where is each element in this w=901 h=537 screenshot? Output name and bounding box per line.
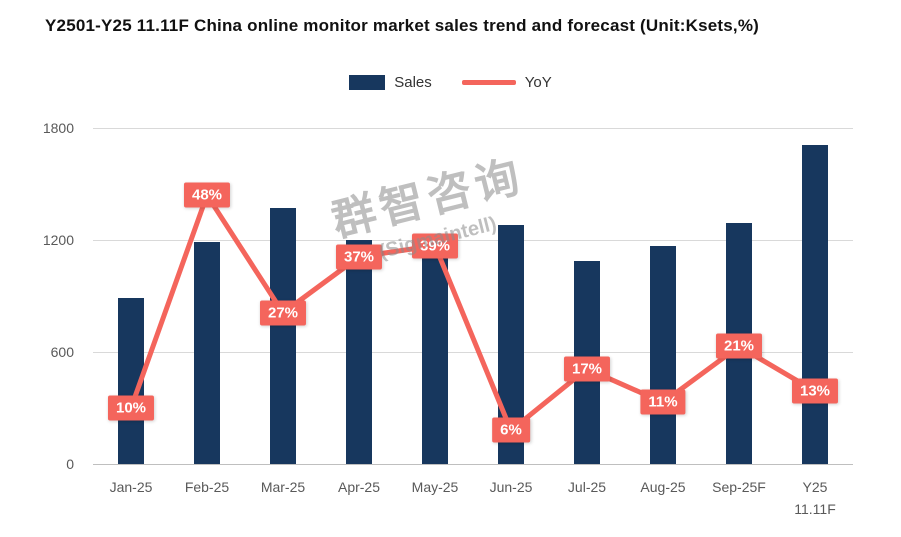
x-tick-label: Feb-25 <box>184 479 230 495</box>
sales-legend-label: Sales <box>394 74 432 91</box>
sales-bar <box>346 240 372 464</box>
sales-bar <box>194 241 220 464</box>
sales-legend-swatch <box>349 75 386 90</box>
sales-bar <box>802 144 828 464</box>
yoy-data-label: 13% <box>791 378 839 404</box>
x-tick-label: Jun-25 <box>489 479 533 495</box>
y-tick-label: 600 <box>50 344 74 360</box>
y-axis: 0 600 1200 1800 <box>24 120 84 472</box>
sales-bar <box>270 208 296 464</box>
legend: Sales YoY <box>0 74 901 91</box>
x-tick-label: Mar-25 <box>260 479 306 495</box>
yoy-legend-swatch <box>461 80 516 85</box>
yoy-data-label: 17% <box>563 356 611 382</box>
y-tick-label: 0 <box>66 456 74 472</box>
sales-bar <box>422 236 448 464</box>
yoy-data-label: 11% <box>640 389 686 415</box>
yoy-data-label: 6% <box>492 417 530 443</box>
gridline-600 <box>93 352 853 353</box>
x-tick-label: Aug-25 <box>640 479 686 495</box>
plot-area: 10% 48% 27% 37% 39% 6% 17% 11% 21% 13% Jan-25 Feb-2… <box>93 128 853 517</box>
x-axis-line <box>93 464 853 465</box>
yoy-polyline <box>128 192 818 433</box>
x-tick-label: Sep-25F <box>712 479 766 495</box>
gridline-1800 <box>93 128 853 129</box>
yoy-data-label: 21% <box>715 333 763 359</box>
y-tick-label: 1800 <box>42 120 74 136</box>
x-tick-label: Apr-25 <box>337 479 381 495</box>
x-tick-label: Jan-25 <box>109 479 153 495</box>
legend-item-yoy: YoY <box>461 74 552 91</box>
yoy-data-label: 37% <box>335 244 383 270</box>
yoy-data-label: 10% <box>107 395 155 421</box>
sales-bar <box>650 245 676 464</box>
yoy-data-label: 39% <box>411 233 459 259</box>
x-tick-label: Jul-25 <box>567 479 607 495</box>
x-tick-label: May-25 <box>411 479 459 495</box>
yoy-line <box>128 192 818 433</box>
y-tick-label: 1200 <box>42 232 74 248</box>
chart-title: Y2501-Y25 11.11F China online monitor ma… <box>45 16 760 35</box>
yoy-data-label: 48% <box>183 182 231 208</box>
legend-item-sales: Sales <box>349 74 432 91</box>
yoy-data-label: 27% <box>259 300 307 326</box>
x-tick-label: Y25 11.11F <box>794 479 836 518</box>
yoy-legend-label: YoY <box>524 74 552 91</box>
gridline-1200 <box>93 240 853 241</box>
